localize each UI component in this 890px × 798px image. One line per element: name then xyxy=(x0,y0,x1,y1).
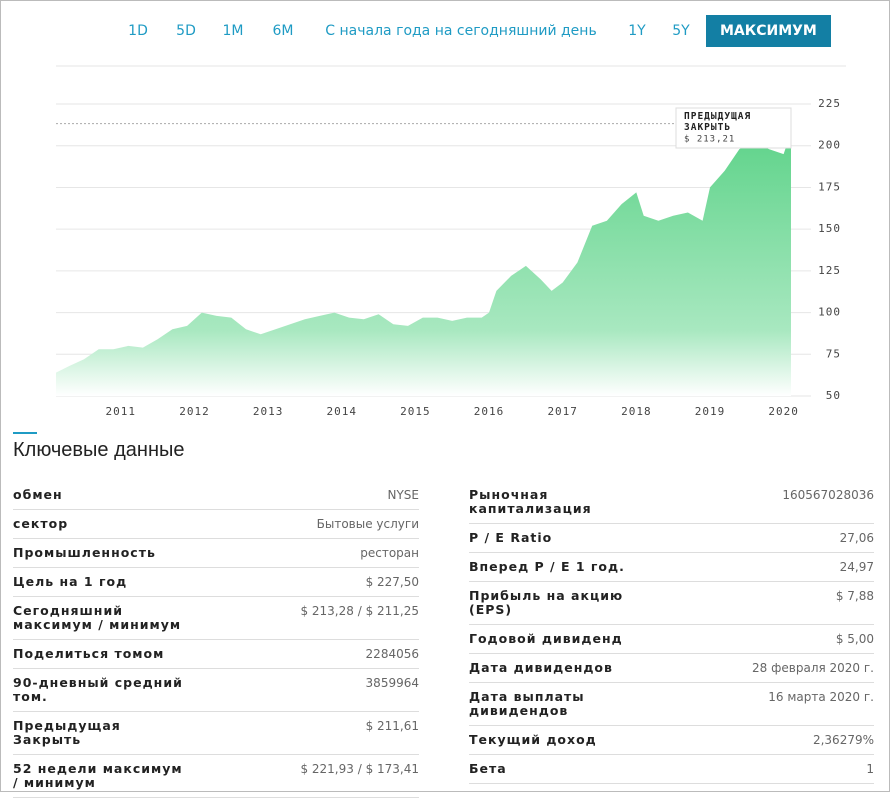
key-data-label: Рыночная капитализация xyxy=(469,487,592,516)
range-tab[interactable]: 5Y xyxy=(672,23,690,39)
key-data-label: 90-дневный средний том. xyxy=(13,675,183,704)
key-data-row: Годовой дивиденд $ 5,00 xyxy=(469,625,874,654)
range-tab[interactable]: 6M xyxy=(272,23,294,39)
reference-label: ПРЕДЫДУЩАЯ ЗАКРЫТЬ xyxy=(684,111,751,133)
key-data-label: Бета xyxy=(469,761,507,776)
key-data-value: NYSE xyxy=(387,488,419,502)
key-data-value: 2,36279% xyxy=(812,733,874,747)
key-data-value: 160567028036 xyxy=(782,488,874,502)
key-data-value: Бытовые услуги xyxy=(316,517,419,531)
x-tick-label: 2014 xyxy=(327,405,358,418)
key-data-row: Текущий доход 2,36279% xyxy=(469,726,874,755)
key-data-label: обмен xyxy=(13,487,63,502)
key-data-value: $ 221,93 / $ 173,41 xyxy=(300,762,419,776)
chart: 50 75 100 125 150 175 200 225 2011 2012 2013 2014 20… xyxy=(56,65,846,418)
y-tick-label: 75 xyxy=(826,347,841,360)
range-tab[interactable]: 1D xyxy=(128,23,148,39)
y-tick-label: 175 xyxy=(818,180,841,193)
key-data-row: Промышленность ресторан xyxy=(13,539,419,568)
reference-tooltip xyxy=(675,107,792,149)
x-tick-label: 2011 xyxy=(106,405,137,418)
key-data-value: $ 213,28 / $ 211,25 xyxy=(300,604,419,618)
key-data-value: $ 211,61 xyxy=(365,719,419,733)
key-data-row: Цель на 1 год $ 227,50 xyxy=(13,568,419,597)
y-tick-label: 225 xyxy=(818,97,841,110)
key-data-value: 1 xyxy=(866,762,874,776)
x-tick-label: 2018 xyxy=(621,405,652,418)
key-data-label: Предыдущая Закрыть xyxy=(13,718,121,747)
x-tick-label: 2013 xyxy=(253,405,284,418)
price-area xyxy=(56,132,791,396)
key-data-value: 27,06 xyxy=(839,531,874,545)
y-tick-label: 125 xyxy=(818,264,841,277)
key-data-value: $ 7,88 xyxy=(835,589,874,603)
x-tick-label: 2020 xyxy=(768,405,799,418)
key-data-value: $ 5,00 xyxy=(835,632,874,646)
range-tabs: 1D 5D 1M 6M С начала года на сегодняшний ден… xyxy=(1,15,890,47)
key-data-value: $ 227,50 xyxy=(365,575,419,589)
x-tick-label: 2019 xyxy=(695,405,726,418)
key-data-row: Дата выплаты дивидендов 16 марта 2020 г. xyxy=(469,683,874,726)
key-data-label: Цель на 1 год xyxy=(13,574,128,589)
x-tick-label: 2016 xyxy=(474,405,505,418)
key-data-row: 90-дневный средний том. 3859964 xyxy=(13,669,419,712)
key-data-row: Бета 1 xyxy=(469,755,874,784)
x-tick-label: 2015 xyxy=(400,405,431,418)
key-data-row: Предыдущая Закрыть $ 211,61 xyxy=(13,712,419,755)
range-tab[interactable]: 1Y xyxy=(628,23,646,39)
y-tick-label: 150 xyxy=(818,222,841,235)
reference-value: $ 213,21 xyxy=(684,135,735,145)
y-tick-label: 200 xyxy=(818,139,841,152)
key-data-label: Дата выплаты дивидендов xyxy=(469,689,585,718)
key-data-value: 3859964 xyxy=(365,676,419,690)
key-data-value: 28 февраля 2020 г. xyxy=(752,661,874,675)
key-data-label: Прибыль на акцию (EPS) xyxy=(469,588,624,617)
range-tab[interactable]: 5D xyxy=(176,23,196,39)
key-data-label: Годовой дивиденд xyxy=(469,631,623,646)
section-accent xyxy=(13,432,37,434)
x-tick-label: 2017 xyxy=(547,405,578,418)
range-tab[interactable]: С начала года на сегодняшний день xyxy=(325,23,597,39)
key-data-label: Сегодняшний максимум / минимум xyxy=(13,603,182,632)
range-tab[interactable]: 1M xyxy=(222,23,244,39)
x-tick-label: 2012 xyxy=(179,405,210,418)
key-data-label: Текущий доход xyxy=(469,732,597,747)
key-data-label: Вперед P / E 1 год. xyxy=(469,559,625,574)
key-data-label: Дата дивидендов xyxy=(469,660,613,675)
key-data-label: P / E Ratio xyxy=(469,530,553,545)
key-data-row: Рыночная капитализация 160567028036 xyxy=(469,481,874,524)
range-tab[interactable]: МАКСИМУМ xyxy=(706,15,831,47)
key-data-row: Дата дивидендов 28 февраля 2020 г. xyxy=(469,654,874,683)
key-data-row: обмен NYSE xyxy=(13,481,419,510)
key-data-label: 52 недели максимум / минимум xyxy=(13,761,183,790)
key-data-right: Рыночная капитализация 160567028036 P / E … xyxy=(469,481,874,784)
key-data-value: 24,97 xyxy=(839,560,874,574)
key-data-label: сектор xyxy=(13,516,69,531)
key-data-row: Поделиться томом 2284056 xyxy=(13,640,419,669)
y-tick-label: 100 xyxy=(818,306,841,319)
key-data-left: обмен NYSE сектор Бытовые услуги Промышленно… xyxy=(13,481,419,798)
key-data-label: Промышленность xyxy=(13,545,156,560)
key-data-label: Поделиться томом xyxy=(13,646,165,661)
section-title: Ключевые данные xyxy=(13,439,185,461)
y-tick-label: 50 xyxy=(826,389,841,402)
key-data-row: Прибыль на акцию (EPS) $ 7,88 xyxy=(469,582,874,625)
key-data-value: 2284056 xyxy=(365,647,419,661)
key-data-row: Вперед P / E 1 год. 24,97 xyxy=(469,553,874,582)
key-data-value: ресторан xyxy=(360,546,419,560)
key-data-value: 16 марта 2020 г. xyxy=(768,690,874,704)
key-data-row: сектор Бытовые услуги xyxy=(13,510,419,539)
key-data-row: P / E Ratio 27,06 xyxy=(469,524,874,553)
key-data-row: Сегодняшний максимум / минимум $ 213,28 /… xyxy=(13,597,419,640)
